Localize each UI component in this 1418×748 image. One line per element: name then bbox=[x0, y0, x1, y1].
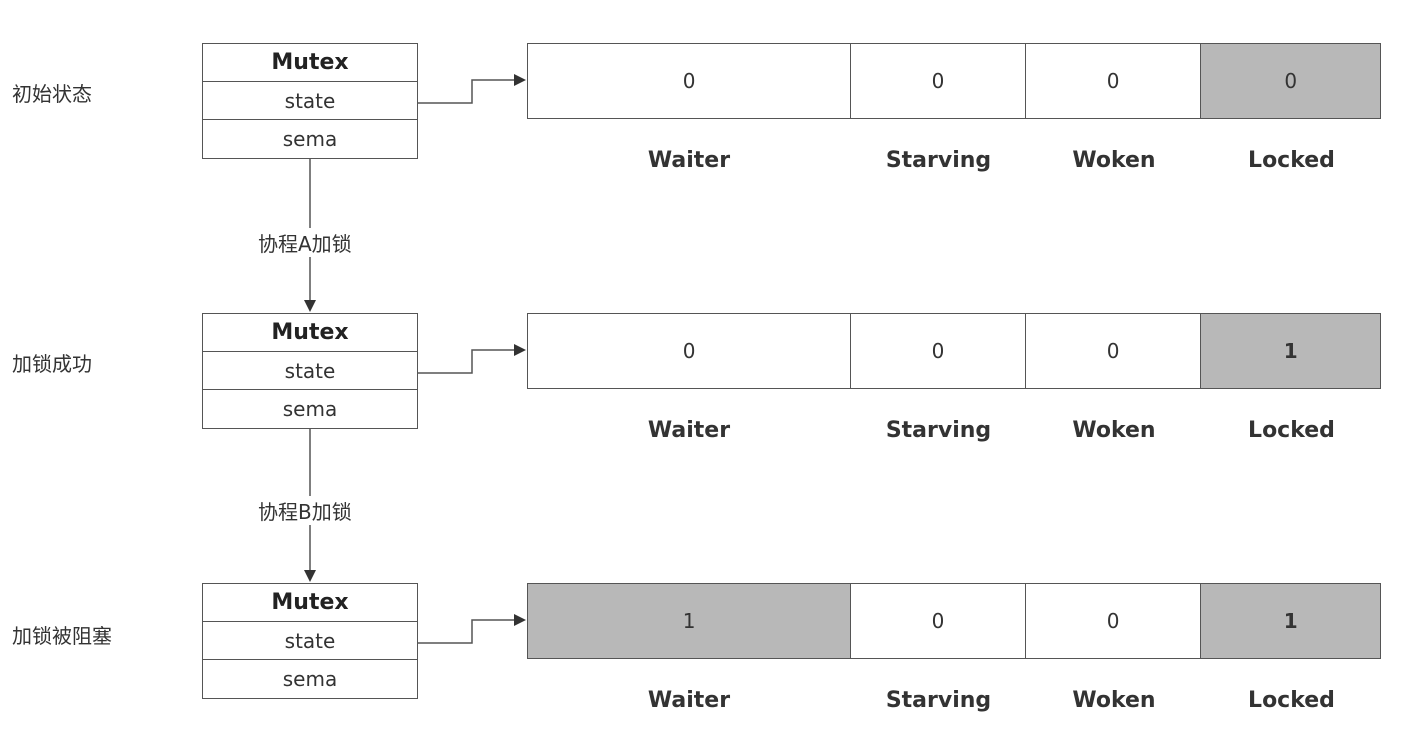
woken-cell: 0 bbox=[1025, 584, 1202, 658]
field-label-locked: Locked bbox=[1248, 148, 1335, 173]
locked-cell: 0 bbox=[1201, 44, 1380, 118]
stage-label-lock-success: 加锁成功 bbox=[12, 352, 92, 376]
field-label-woken: Woken bbox=[1072, 148, 1156, 173]
starving-cell: 0 bbox=[851, 584, 1026, 658]
woken-cell: 0 bbox=[1025, 314, 1202, 388]
locked-cell: 1 bbox=[1201, 314, 1380, 388]
waiter-cell: 0 bbox=[528, 314, 852, 388]
woken-cell: 0 bbox=[1025, 44, 1202, 118]
stage-label-initial: 初始状态 bbox=[12, 82, 92, 106]
state-connector-3 bbox=[418, 614, 526, 644]
mutex-state-field: state bbox=[203, 622, 417, 660]
mutex-struct: Mutex state sema bbox=[202, 583, 418, 699]
field-label-waiter: Waiter bbox=[647, 688, 731, 713]
mutex-sema-field: sema bbox=[282, 127, 338, 151]
field-label-starving: Starving bbox=[885, 148, 992, 173]
mutex-title: Mutex bbox=[203, 44, 417, 82]
mutex-sema-field: sema bbox=[282, 397, 338, 421]
mutex-state-field: state bbox=[203, 82, 417, 120]
state-bitfield: 1 0 0 1 bbox=[527, 583, 1381, 659]
mutex-sema-field: sema bbox=[282, 667, 338, 691]
field-label-waiter: Waiter bbox=[647, 418, 731, 443]
mutex-state-field: state bbox=[203, 352, 417, 390]
field-label-waiter: Waiter bbox=[647, 148, 731, 173]
locked-cell: 1 bbox=[1201, 584, 1380, 658]
mutex-title: Mutex bbox=[203, 584, 417, 622]
state-bitfield: 0 0 0 1 bbox=[527, 313, 1381, 389]
field-labels: Waiter Starving Woken Locked bbox=[527, 148, 1381, 173]
state-connector-1 bbox=[418, 74, 526, 104]
field-label-locked: Locked bbox=[1248, 688, 1335, 713]
waiter-cell: 1 bbox=[528, 584, 852, 658]
transition-label-a: 协程A加锁 bbox=[256, 228, 354, 257]
stage-label-lock-blocked: 加锁被阻塞 bbox=[12, 624, 112, 648]
field-labels: Waiter Starving Woken Locked bbox=[527, 688, 1381, 713]
field-labels: Waiter Starving Woken Locked bbox=[527, 418, 1381, 443]
field-label-woken: Woken bbox=[1072, 688, 1156, 713]
field-label-starving: Starving bbox=[885, 688, 992, 713]
field-label-locked: Locked bbox=[1248, 418, 1335, 443]
waiter-cell: 0 bbox=[528, 44, 852, 118]
mutex-struct: Mutex state sema bbox=[202, 43, 418, 159]
state-bitfield: 0 0 0 0 bbox=[527, 43, 1381, 119]
field-label-woken: Woken bbox=[1072, 418, 1156, 443]
mutex-struct: Mutex state sema bbox=[202, 313, 418, 429]
mutex-title: Mutex bbox=[203, 314, 417, 352]
starving-cell: 0 bbox=[851, 314, 1026, 388]
transition-label-b: 协程B加锁 bbox=[256, 496, 354, 525]
field-label-starving: Starving bbox=[885, 418, 992, 443]
state-connector-2 bbox=[418, 344, 526, 374]
starving-cell: 0 bbox=[851, 44, 1026, 118]
